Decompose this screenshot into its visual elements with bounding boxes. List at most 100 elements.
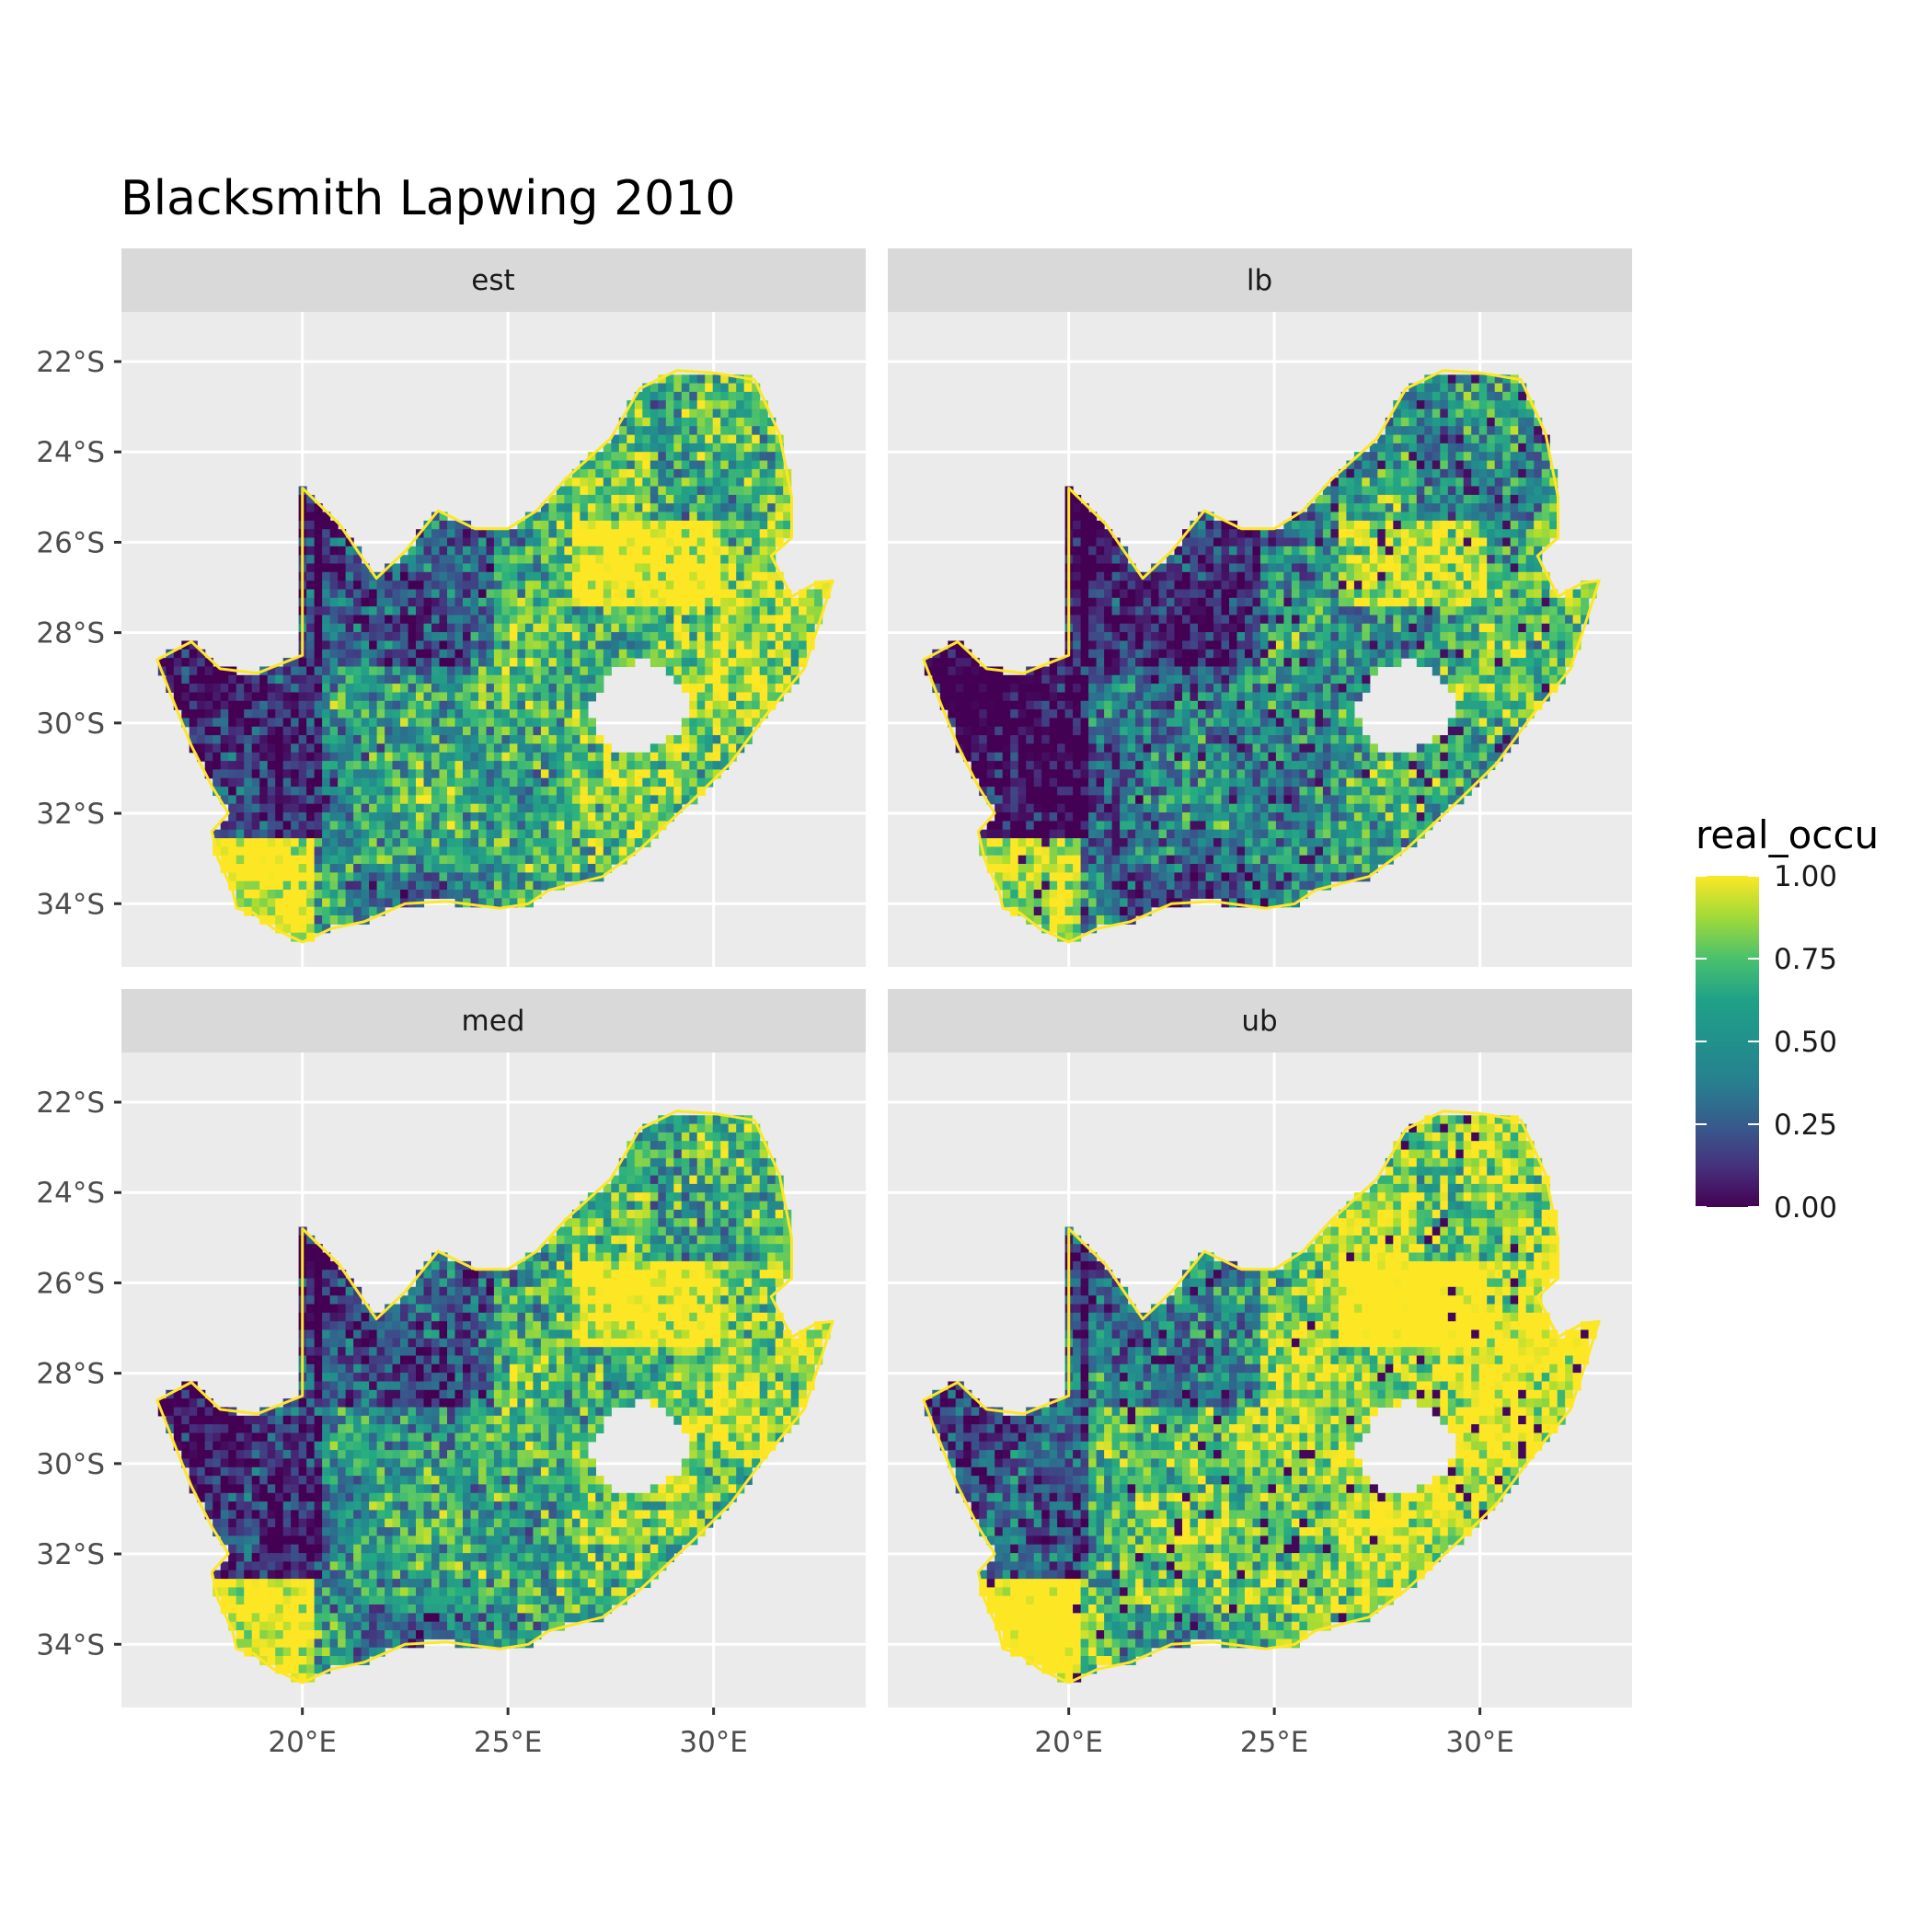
raster-cell: [486, 812, 495, 822]
raster-cell: [665, 658, 674, 668]
raster-cell: [1565, 658, 1574, 668]
raster-cell: [338, 864, 347, 873]
raster-cell: [564, 649, 573, 659]
raster-cell: [322, 752, 331, 762]
raster-cell: [1080, 666, 1089, 676]
raster-cell: [736, 700, 745, 710]
raster-cell: [571, 769, 581, 779]
raster-cell: [463, 829, 472, 839]
raster-cell: [689, 426, 698, 436]
raster-cell: [1455, 400, 1465, 410]
raster-cell: [580, 468, 589, 478]
raster-cell: [524, 795, 534, 805]
raster-cell: [1502, 649, 1512, 659]
raster-cell: [696, 503, 706, 513]
raster-cell: [181, 649, 190, 659]
raster-cell: [259, 838, 269, 848]
raster-cell: [1182, 537, 1191, 547]
raster-cell: [385, 615, 394, 625]
raster-cell: [658, 434, 667, 444]
raster-cell: [673, 649, 683, 659]
raster-cell: [251, 777, 260, 788]
raster-cell: [775, 520, 784, 530]
raster-cell: [603, 846, 612, 857]
raster-cell: [353, 640, 362, 650]
raster-cell: [338, 606, 347, 616]
raster-cell: [1198, 666, 1207, 676]
raster-cell: [775, 486, 784, 496]
raster-cell: [540, 615, 549, 625]
raster-cell: [463, 752, 472, 762]
raster-cell: [548, 829, 558, 839]
raster-cell: [236, 761, 245, 771]
raster-cell: [618, 649, 627, 659]
raster-cell: [673, 581, 683, 591]
raster-cell: [673, 494, 683, 504]
raster-cell: [1409, 400, 1418, 410]
raster-cell: [564, 658, 573, 668]
raster-cell: [267, 890, 276, 899]
raster-cell: [720, 503, 730, 513]
raster-cell: [322, 795, 331, 805]
raster-cell: [1487, 400, 1496, 410]
raster-cell: [463, 864, 472, 873]
raster-cell: [486, 606, 495, 616]
raster-cell: [439, 649, 448, 659]
raster-cell: [955, 658, 964, 668]
raster-cell: [439, 769, 448, 779]
raster-cell: [1424, 623, 1433, 633]
raster-cell: [1424, 597, 1433, 607]
raster-cell: [1338, 537, 1347, 547]
raster-cell: [314, 752, 323, 762]
raster-cell: [1385, 520, 1394, 530]
raster-cell: [1190, 658, 1199, 668]
raster-cell: [1096, 529, 1105, 539]
raster-cell: [306, 829, 316, 839]
raster-cell: [517, 864, 526, 873]
raster-cell: [1167, 658, 1176, 668]
raster-cell: [416, 537, 425, 547]
raster-cell: [1432, 383, 1441, 393]
raster-cell: [642, 589, 651, 599]
raster-cell: [696, 589, 706, 599]
raster-cell: [1151, 666, 1160, 676]
raster-cell: [627, 769, 636, 779]
raster-cell: [392, 890, 401, 899]
raster-cell: [533, 880, 542, 891]
raster-cell: [431, 640, 441, 650]
raster-cell: [665, 477, 674, 488]
raster-cell: [658, 426, 667, 436]
raster-cell: [447, 632, 456, 642]
raster-cell: [580, 571, 589, 581]
raster-cell: [1478, 632, 1488, 642]
raster-cell: [736, 503, 745, 513]
raster-cell: [353, 803, 362, 813]
raster-cell: [696, 606, 706, 616]
raster-cell: [1471, 400, 1480, 410]
raster-cell: [345, 589, 354, 599]
raster-cell: [642, 460, 651, 470]
raster-cell: [564, 769, 573, 779]
raster-cell: [236, 674, 245, 684]
raster-cell: [1471, 623, 1480, 633]
raster-cell: [1416, 426, 1425, 436]
raster-cell: [1572, 632, 1581, 642]
raster-cell: [228, 769, 237, 779]
raster-cell: [220, 743, 229, 753]
raster-cell: [345, 915, 354, 925]
raster-cell: [603, 829, 612, 839]
raster-cell: [306, 915, 316, 925]
raster-cell: [540, 555, 549, 565]
raster-cell: [1158, 597, 1167, 607]
raster-cell: [306, 632, 316, 642]
raster-cell: [775, 529, 784, 539]
raster-cell: [1541, 666, 1550, 676]
raster-cell: [1487, 581, 1496, 591]
raster-cell: [353, 915, 362, 925]
raster-cell: [470, 623, 479, 633]
raster-cell: [1377, 623, 1386, 633]
raster-cell: [1572, 589, 1581, 599]
raster-cell: [1338, 546, 1347, 556]
raster-cell: [454, 520, 464, 530]
raster-cell: [618, 468, 627, 478]
